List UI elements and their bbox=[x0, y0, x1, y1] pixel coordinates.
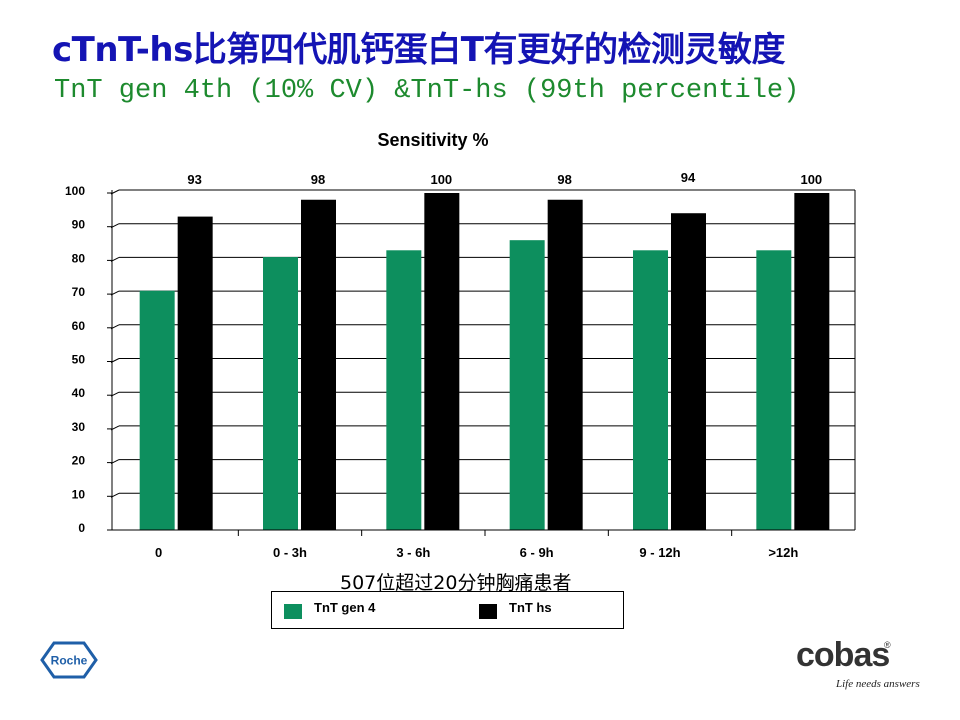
bar-tnt-gen4 bbox=[509, 240, 545, 530]
x-tick-label: 0 - 3h bbox=[273, 545, 307, 560]
bar-tnt-hs bbox=[547, 199, 583, 531]
x-tick-label: 9 - 12h bbox=[639, 545, 680, 560]
chart-caption: 507位超过20分钟胸痛患者 bbox=[340, 572, 572, 594]
y-tick-label: 50 bbox=[72, 353, 86, 367]
chart-legend: TnT gen 4 TnT hs bbox=[271, 591, 624, 629]
bar-tnt-hs bbox=[177, 216, 213, 530]
slide-subtitle: TnT gen 4th (10% CV) &TnT-hs (99th perce… bbox=[54, 76, 800, 106]
x-tick-label: 3 - 6h bbox=[396, 545, 430, 560]
data-label: 94 bbox=[681, 170, 696, 185]
data-label: 100 bbox=[800, 172, 822, 187]
chart-title: Sensitivity % bbox=[377, 130, 488, 150]
legend-swatch-hs bbox=[479, 604, 497, 619]
bar-tnt-gen4 bbox=[633, 250, 668, 531]
legend-label-gen4: TnT gen 4 bbox=[314, 600, 376, 615]
y-tick-label: 60 bbox=[72, 319, 86, 333]
legend-label-hs: TnT hs bbox=[509, 600, 552, 615]
x-tick-label: >12h bbox=[768, 545, 798, 560]
y-tick-label: 0 bbox=[78, 521, 85, 535]
sensitivity-bar-chart: Sensitivity % 01020304050607080901000930… bbox=[65, 130, 856, 560]
x-tick-label: 0 bbox=[155, 545, 162, 560]
data-label: 98 bbox=[557, 172, 571, 187]
cobas-tagline: Life needs answers bbox=[836, 678, 920, 690]
data-label: 100 bbox=[430, 172, 452, 187]
cobas-logo: cobas ® Life needs answers bbox=[792, 636, 932, 696]
x-tick-label: 6 - 9h bbox=[520, 545, 554, 560]
bar-tnt-hs bbox=[424, 193, 460, 530]
roche-logo-text: Roche bbox=[51, 654, 88, 668]
registered-mark: ® bbox=[884, 640, 891, 650]
data-label: 93 bbox=[187, 172, 201, 187]
roche-logo: Roche bbox=[40, 641, 98, 679]
bar-tnt-gen4 bbox=[386, 250, 422, 531]
bar-tnt-hs bbox=[794, 193, 830, 530]
bar-tnt-gen4 bbox=[139, 290, 175, 530]
y-tick-label: 30 bbox=[72, 420, 86, 434]
bar-tnt-hs bbox=[301, 199, 336, 531]
data-label: 98 bbox=[311, 172, 325, 187]
y-tick-label: 10 bbox=[72, 487, 86, 501]
y-tick-label: 100 bbox=[65, 184, 85, 198]
grid-lines bbox=[110, 189, 855, 498]
bar-tnt-gen4 bbox=[756, 250, 792, 531]
y-tick-label: 40 bbox=[72, 386, 86, 400]
legend-swatch-gen4 bbox=[284, 604, 302, 619]
cobas-wordmark: cobas bbox=[796, 636, 890, 674]
y-tick-label: 20 bbox=[72, 454, 86, 468]
bars bbox=[139, 193, 830, 531]
y-tick-label: 80 bbox=[72, 251, 86, 265]
slide-title: cTnT-hs比第四代肌钙蛋白T有更好的检测灵敏度 bbox=[52, 30, 786, 70]
bar-tnt-gen4 bbox=[263, 257, 298, 530]
bar-tnt-hs bbox=[671, 213, 706, 530]
y-tick-label: 90 bbox=[72, 218, 86, 232]
y-tick-label: 70 bbox=[72, 285, 86, 299]
axes bbox=[107, 190, 856, 536]
labels: 0 10 20 30 40 50 60 70 80 90 100 0 93 0 - 3h 98 3 - 6h 1… bbox=[65, 170, 822, 560]
